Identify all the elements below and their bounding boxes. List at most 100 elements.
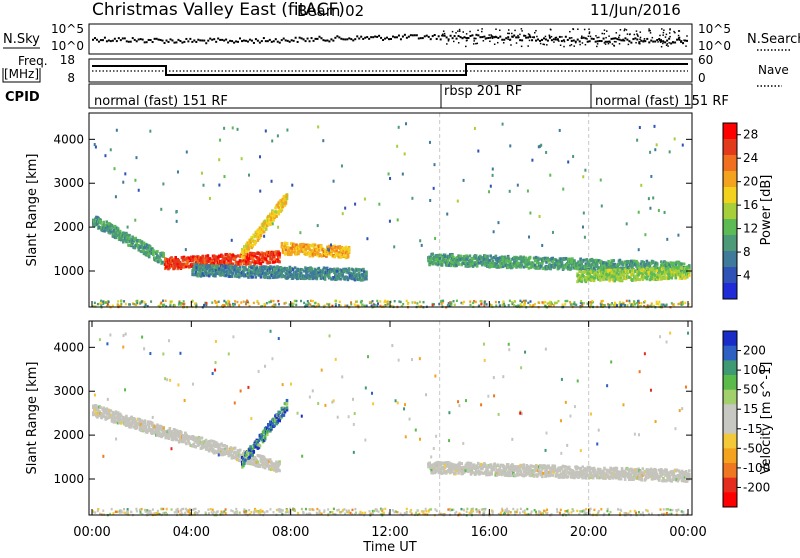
- echo-cell: [201, 437, 204, 440]
- noise-search-point: [509, 33, 511, 35]
- near-range-cell: [529, 300, 531, 302]
- noise-point: [338, 36, 340, 38]
- noise-point: [318, 36, 320, 38]
- date-label: 11/Jun/2016: [590, 1, 681, 19]
- noise-point: [670, 42, 672, 44]
- noise-search-point: [469, 31, 471, 32]
- scattered-echo-cell: [94, 143, 96, 146]
- near-range-cell: [264, 303, 266, 305]
- noise-point: [465, 37, 467, 39]
- noise-point: [142, 39, 144, 41]
- near-range-cell: [564, 303, 566, 305]
- scattered-echo-cell: [138, 189, 140, 192]
- noise-search-point: [462, 37, 464, 39]
- echo-cell: [102, 221, 105, 224]
- near-range-cell: [447, 304, 449, 306]
- scattered-echo-cell: [271, 139, 273, 142]
- scattered-echo-cell: [209, 197, 211, 200]
- noise-point: [648, 41, 650, 43]
- noise-search-point: [678, 37, 680, 39]
- noise-point: [179, 40, 181, 42]
- noise-search-point: [462, 31, 464, 33]
- noise-point: [378, 35, 380, 37]
- near-range-cell: [120, 300, 122, 302]
- scattered-echo-cell: [541, 244, 543, 247]
- noise-search-point: [503, 42, 505, 44]
- near-range-cell: [300, 300, 302, 302]
- noise-point: [175, 41, 177, 43]
- noise-point: [567, 39, 569, 41]
- near-range-cell: [626, 300, 628, 302]
- scattered-echo-cell: [582, 226, 584, 229]
- noise-point: [130, 41, 132, 43]
- noise-point: [211, 39, 213, 41]
- near-range-cell: [211, 301, 213, 303]
- noise-search-point: [459, 30, 461, 32]
- near-range-cell: [253, 302, 255, 304]
- noise-search-point: [614, 41, 616, 43]
- near-range-cell: [520, 303, 522, 305]
- echo-cell: [148, 255, 151, 258]
- near-range-cell: [406, 300, 408, 302]
- near-range-cell: [203, 304, 205, 306]
- noise-search-point: [663, 32, 665, 34]
- noise-point: [148, 39, 150, 41]
- noise-point: [120, 39, 122, 41]
- noise-search-point: [582, 42, 584, 44]
- noise-point: [332, 40, 334, 42]
- noise-point: [593, 38, 595, 40]
- noise-search-point: [489, 41, 491, 43]
- noise-point: [632, 38, 634, 40]
- near-range-cell: [440, 300, 442, 302]
- noise-point: [601, 40, 603, 42]
- noise-point: [479, 36, 481, 38]
- noise-point: [410, 34, 412, 36]
- noise-search-point: [624, 28, 626, 30]
- noise-point: [167, 41, 169, 43]
- scattered-echo-cell: [600, 179, 602, 182]
- scattered-echo-cell: [488, 190, 490, 193]
- near-range-cell: [469, 300, 471, 302]
- noise-point: [418, 37, 420, 39]
- near-range-cell: [180, 302, 182, 304]
- echo-cell: [675, 276, 678, 279]
- noise-point: [136, 40, 138, 42]
- near-range-cell: [295, 304, 297, 306]
- noise-point: [553, 38, 555, 40]
- echo-cell: [169, 427, 172, 430]
- near-range-cell: [566, 300, 568, 302]
- scattered-echo-cell: [405, 122, 407, 125]
- scattered-echo-cell: [201, 172, 203, 175]
- near-range-cell: [128, 303, 130, 305]
- noise-point: [261, 40, 263, 42]
- noise-search-point: [442, 34, 444, 36]
- noise-point: [611, 38, 613, 40]
- noise-point: [436, 38, 438, 40]
- near-range-cell: [294, 300, 296, 302]
- scattered-echo-cell: [493, 230, 495, 233]
- noise-search-point: [453, 41, 455, 43]
- scattered-echo-cell: [330, 243, 332, 246]
- colorbar-segment: [723, 283, 737, 300]
- near-range-cell: [387, 303, 389, 305]
- echo-cell: [239, 268, 242, 271]
- near-range-cell: [456, 300, 458, 302]
- colorbar-tick-label: 28: [743, 128, 758, 142]
- noise-point: [106, 40, 108, 42]
- noise-search-point: [529, 36, 531, 38]
- near-range-cell: [123, 300, 125, 302]
- scattered-echo-cell: [653, 125, 655, 128]
- noise-point: [185, 38, 187, 40]
- noise-point: [452, 37, 454, 39]
- noise-search-point: [620, 29, 622, 31]
- echo-cell: [324, 278, 327, 281]
- scattered-echo-cell: [639, 126, 641, 129]
- noise-point: [156, 38, 158, 40]
- near-range-cell: [541, 301, 543, 303]
- noise-point: [652, 41, 654, 43]
- noise-point: [613, 38, 615, 40]
- scattered-echo-cell: [393, 245, 395, 248]
- near-range-cell: [581, 302, 583, 304]
- scattered-echo-cell: [650, 175, 652, 178]
- near-range-cell: [658, 301, 660, 303]
